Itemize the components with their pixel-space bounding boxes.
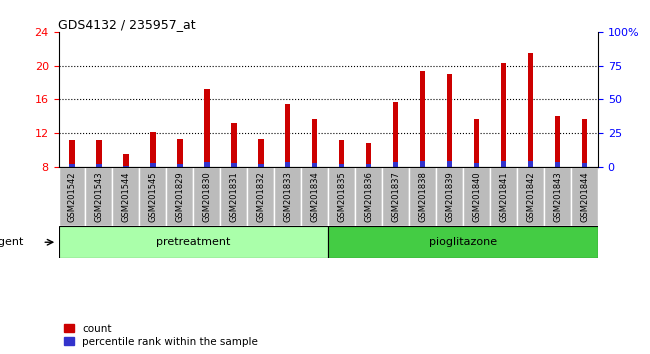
Bar: [339, 164, 344, 167]
Text: agent: agent: [0, 237, 23, 247]
Bar: [420, 72, 425, 167]
Bar: [517, 167, 544, 226]
Text: GSM201829: GSM201829: [176, 171, 185, 222]
Bar: [544, 167, 571, 226]
Bar: [70, 164, 75, 167]
Text: GSM201842: GSM201842: [526, 171, 535, 222]
Text: GSM201844: GSM201844: [580, 171, 589, 222]
Bar: [436, 167, 463, 226]
Bar: [231, 162, 237, 167]
Bar: [582, 162, 587, 167]
Bar: [177, 164, 183, 167]
Text: GSM201843: GSM201843: [553, 171, 562, 222]
Bar: [204, 89, 209, 167]
Bar: [501, 63, 506, 167]
Text: pretreatment: pretreatment: [156, 237, 231, 247]
Bar: [312, 162, 317, 167]
Bar: [555, 162, 560, 167]
Text: pioglitazone: pioglitazone: [429, 237, 497, 247]
Text: GSM201840: GSM201840: [472, 171, 481, 222]
Bar: [463, 167, 490, 226]
Bar: [258, 164, 263, 167]
Text: GSM201837: GSM201837: [391, 171, 400, 222]
Bar: [85, 167, 112, 226]
Bar: [96, 140, 101, 167]
Bar: [447, 161, 452, 167]
Bar: [124, 166, 129, 167]
Bar: [366, 164, 371, 167]
Bar: [555, 116, 560, 167]
Bar: [124, 154, 129, 167]
Bar: [312, 119, 317, 167]
Text: GSM201543: GSM201543: [94, 171, 103, 222]
Bar: [150, 163, 155, 167]
Bar: [490, 167, 517, 226]
Bar: [528, 53, 533, 167]
Bar: [474, 162, 479, 167]
Text: GDS4132 / 235957_at: GDS4132 / 235957_at: [58, 18, 196, 31]
Bar: [571, 167, 598, 226]
Bar: [447, 74, 452, 167]
Bar: [194, 167, 220, 226]
Text: GSM201839: GSM201839: [445, 171, 454, 222]
Bar: [58, 226, 328, 258]
Bar: [393, 102, 398, 167]
Bar: [355, 167, 382, 226]
Text: GSM201545: GSM201545: [148, 171, 157, 222]
Text: GSM201834: GSM201834: [310, 171, 319, 222]
Text: GSM201836: GSM201836: [364, 171, 373, 222]
Bar: [328, 226, 598, 258]
Bar: [96, 164, 101, 167]
Bar: [274, 167, 302, 226]
Bar: [247, 167, 274, 226]
Bar: [58, 167, 85, 226]
Text: GSM201542: GSM201542: [68, 171, 77, 222]
Text: GSM201544: GSM201544: [122, 171, 131, 222]
Bar: [140, 167, 166, 226]
Bar: [366, 143, 371, 167]
Bar: [166, 167, 194, 226]
Bar: [285, 162, 291, 167]
Bar: [328, 167, 355, 226]
Bar: [204, 162, 209, 167]
Bar: [528, 161, 533, 167]
Bar: [393, 162, 398, 167]
Bar: [220, 167, 247, 226]
Bar: [231, 123, 237, 167]
Text: GSM201838: GSM201838: [418, 171, 427, 222]
Bar: [150, 132, 155, 167]
Legend: count, percentile rank within the sample: count, percentile rank within the sample: [64, 324, 258, 347]
Text: GSM201830: GSM201830: [202, 171, 211, 222]
Bar: [112, 167, 140, 226]
Bar: [474, 119, 479, 167]
Bar: [410, 167, 436, 226]
Bar: [285, 104, 291, 167]
Bar: [382, 167, 410, 226]
Bar: [258, 139, 263, 167]
Bar: [70, 140, 75, 167]
Bar: [302, 167, 328, 226]
Bar: [339, 140, 344, 167]
Bar: [501, 161, 506, 167]
Bar: [582, 119, 587, 167]
Text: GSM201835: GSM201835: [337, 171, 346, 222]
Bar: [420, 161, 425, 167]
Text: GSM201831: GSM201831: [229, 171, 239, 222]
Text: GSM201841: GSM201841: [499, 171, 508, 222]
Text: GSM201832: GSM201832: [256, 171, 265, 222]
Bar: [177, 139, 183, 167]
Text: GSM201833: GSM201833: [283, 171, 292, 222]
